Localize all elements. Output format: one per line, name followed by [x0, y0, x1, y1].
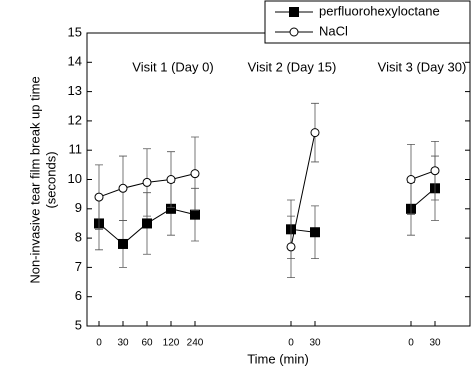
series-line: [98, 132, 436, 247]
marker: [166, 203, 176, 214]
y-tick-label: 11: [69, 142, 83, 157]
y-axis-label: Non-invasive tear film break up time: [27, 76, 42, 283]
marker: [166, 175, 176, 184]
x-tick-label: 0: [96, 338, 102, 349]
annotation: Visit 2 (Day 15): [248, 59, 337, 74]
legend-box: [264, 0, 471, 44]
y-tick-label: 7: [75, 259, 82, 274]
x-tick-label: 30: [429, 338, 441, 349]
marker: [118, 238, 128, 249]
x-tick-label: 0: [408, 338, 414, 349]
marker: [142, 177, 152, 187]
marker: [310, 227, 320, 238]
legend-marker: [289, 27, 299, 37]
marker: [430, 166, 440, 176]
x-tick-label: 30: [117, 338, 129, 349]
y-tick-label: 5: [75, 317, 82, 332]
marker: [406, 175, 416, 184]
y-tick-label: 8: [75, 230, 82, 245]
marker: [310, 128, 320, 138]
marker: [142, 218, 152, 229]
marker: [286, 242, 296, 252]
x-tick-label: 240: [187, 338, 204, 349]
y-tick-label: 12: [68, 112, 82, 127]
x-axis-label: Time (min): [247, 351, 309, 366]
y-tick-label: 15: [68, 24, 82, 39]
x-tick-label: 0: [288, 338, 294, 349]
annotation: Visit 1 (Day 0): [132, 59, 213, 74]
legend-label: perfluorohexyloctane: [319, 3, 440, 18]
legend-label: NaCl: [319, 23, 348, 38]
x-tick-label: 60: [141, 338, 153, 349]
marker: [118, 183, 128, 193]
x-tick-label: 30: [309, 338, 321, 349]
y-tick-label: 14: [68, 54, 82, 69]
y-tick-label: 6: [75, 288, 82, 303]
y-tick-label: 10: [68, 171, 82, 186]
y-tick-label: 9: [75, 200, 82, 215]
legend-marker: [289, 7, 299, 17]
marker: [190, 169, 200, 179]
annotation: Visit 3 (Day 30): [378, 59, 467, 74]
x-tick-label: 120: [163, 338, 180, 349]
marker: [94, 192, 104, 202]
y-axis-label: (seconds): [43, 151, 58, 208]
marker: [190, 209, 200, 220]
y-tick-label: 13: [68, 83, 82, 98]
